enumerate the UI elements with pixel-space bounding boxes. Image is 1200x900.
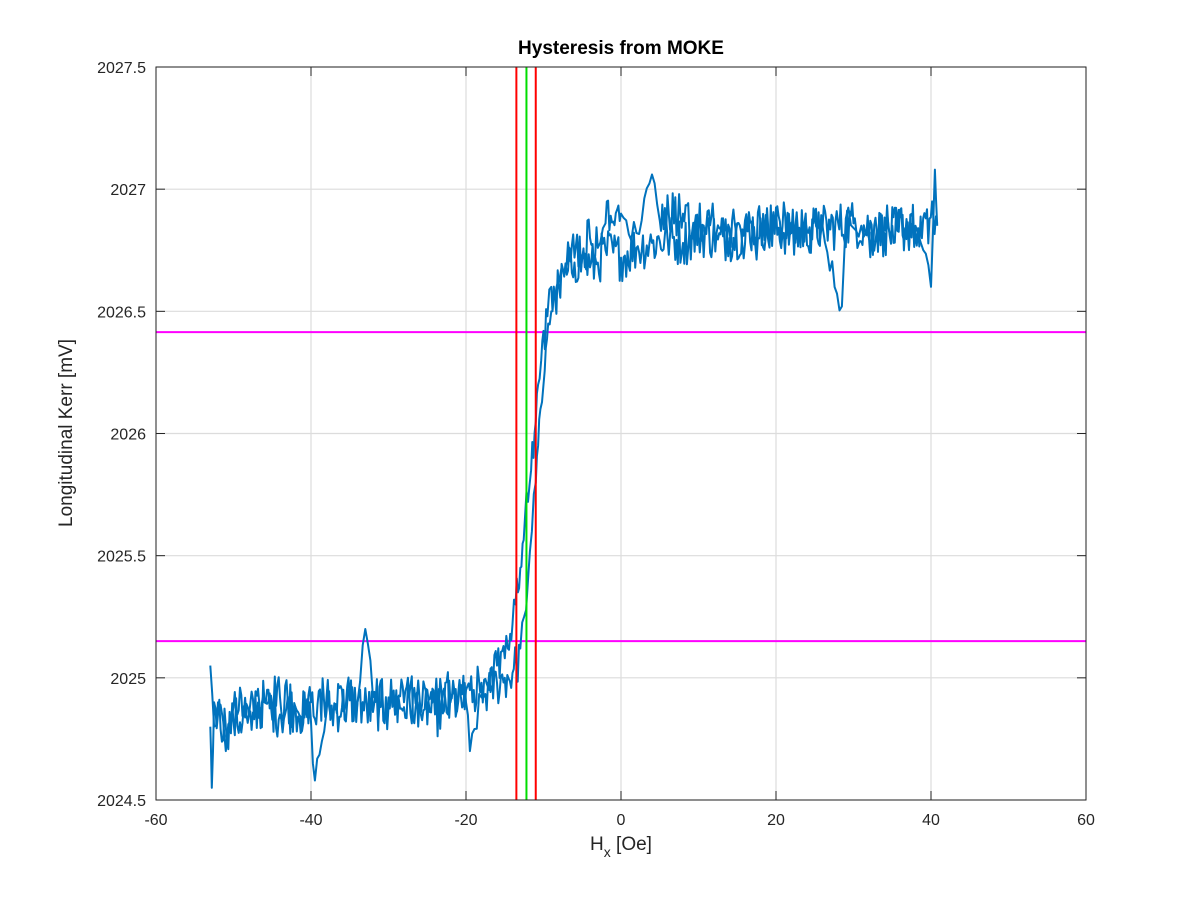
y-tick-label: 2025.5	[97, 549, 146, 566]
x-axis-label-main: H	[590, 834, 604, 855]
x-tick-label: 20	[767, 812, 785, 829]
y-tick-label: 2026	[110, 427, 146, 444]
x-tick-label: 40	[922, 812, 940, 829]
x-axis-label-unit: [Oe]	[611, 834, 652, 855]
axis-ticks	[155, 66, 1087, 801]
x-tick-label: -20	[454, 812, 477, 829]
kerr-signal-ascending	[209, 168, 939, 789]
y-tick-label: 2024.5	[97, 793, 146, 810]
x-tick-labels: -60 -40 -20 0 20 40 60	[144, 812, 1095, 829]
vertical-reference-lines	[515, 67, 537, 800]
y-tick-label: 2026.5	[97, 304, 146, 321]
x-tick-label: 0	[617, 812, 626, 829]
horizontal-reference-lines	[156, 331, 1086, 643]
series-layer	[209, 168, 939, 789]
y-axis-label: Longitudinal Kerr [mV]	[56, 339, 77, 527]
y-tick-labels: 2024.5 2025 2025.5 2026 2026.5 2027 2027.5	[97, 60, 146, 810]
y-tick-label: 2027	[110, 182, 146, 199]
x-tick-label: 60	[1077, 812, 1095, 829]
y-tick-label: 2025	[110, 671, 146, 688]
chart-title: Hysteresis from MOKE	[518, 38, 724, 59]
x-axis-label-subscript: x	[604, 844, 611, 860]
y-tick-label: 2027.5	[97, 60, 146, 77]
x-tick-label: -40	[299, 812, 322, 829]
x-tick-label: -60	[144, 812, 167, 829]
x-axis-label: Hx [Oe]	[590, 834, 652, 860]
